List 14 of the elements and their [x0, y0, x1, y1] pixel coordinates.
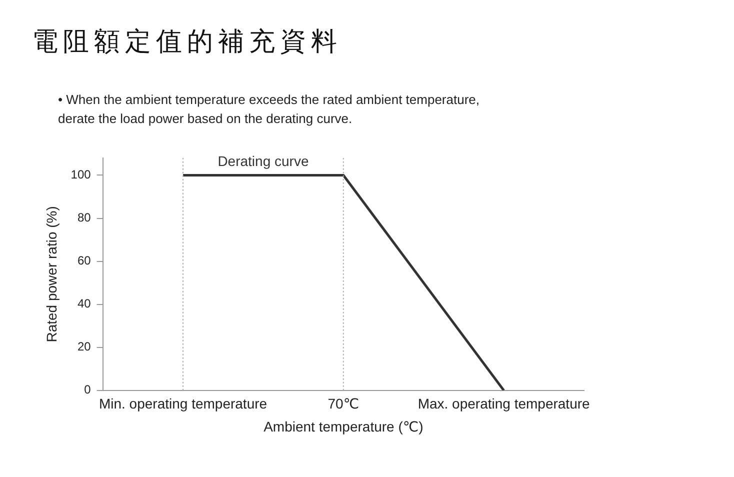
y-tick-label: 40: [77, 296, 92, 311]
chart-subtitle: • When the ambient temperature exceeds the rated ambient temperature, derate the load power based on the derating curve.: [58, 91, 480, 128]
y-tick-label: 60: [77, 254, 92, 268]
x-tick-label: Max. operating temperature: [418, 396, 590, 412]
y-tick-label: 20: [77, 340, 92, 354]
y-tick-label: 80: [77, 210, 92, 225]
y-axis-title: Rated power ratio (%): [43, 206, 60, 342]
x-axis-title: Ambient temperature (℃): [264, 418, 424, 434]
series-label: Derating curve: [218, 153, 309, 170]
x-tick-label: 70℃: [328, 396, 360, 412]
chart-title: 電阻額定值的補充資料: [32, 26, 342, 58]
x-tick-label: Min. operating temperature: [98, 396, 268, 412]
y-tick-label: 0: [84, 382, 92, 397]
y-tick-label: 100: [70, 168, 92, 182]
